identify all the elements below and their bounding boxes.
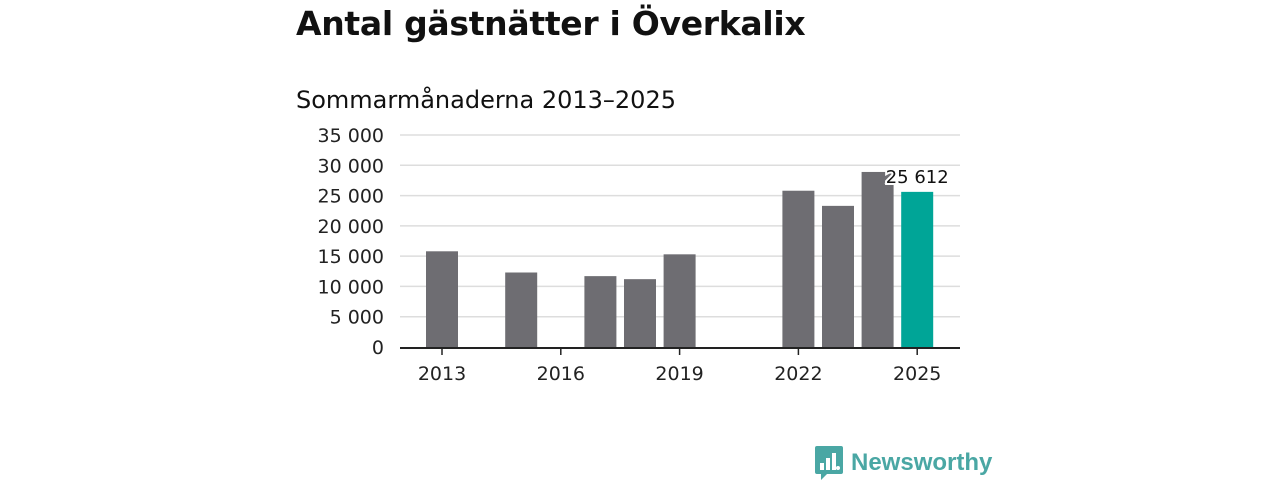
bar-2022 [782, 190, 815, 347]
x-tick-label: 2016 [537, 363, 585, 385]
y-tick-label: 10 000 [318, 276, 384, 298]
highlight-data-label: 25 612 [886, 167, 949, 188]
bar-2013 [426, 251, 458, 347]
bar-2018 [624, 279, 656, 347]
y-tick-label: 30 000 [318, 155, 384, 177]
brand-name: Newsworthy [851, 449, 993, 476]
x-tick-label: 2025 [893, 363, 941, 385]
x-tick-label: 2013 [418, 363, 466, 385]
y-tick-label: 35 000 [318, 125, 384, 147]
x-tick-label: 2022 [774, 363, 822, 385]
data-labels: 25 612 [884, 165, 951, 190]
y-tick-label: 5 000 [330, 307, 384, 329]
y-tick-label: 20 000 [318, 216, 384, 238]
y-tick-label: 0 [372, 337, 384, 359]
y-axis-tick-labels: 0 5 000 10 000 15 000 20 000 25 000 30 000 35 0… [318, 125, 384, 359]
newsworthy-brand: Newsworthy [815, 446, 992, 480]
y-tick-label: 15 000 [318, 246, 384, 268]
bars [426, 171, 934, 347]
chart-subtitle: Sommarmånaderna 2013–2025 [296, 86, 676, 114]
bar-2025 [901, 191, 934, 347]
bar-2017 [584, 276, 617, 347]
x-axis-ticks: 2013 2016 2019 2022 2025 [418, 348, 941, 385]
bar-2023 [822, 205, 854, 347]
newsworthy-logo-icon [815, 446, 843, 480]
x-tick-label: 2019 [655, 363, 703, 385]
chart-title: Antal gästnätter i Överkalix [296, 4, 806, 43]
bar-2015 [505, 272, 538, 347]
y-tick-label: 25 000 [318, 186, 384, 208]
bar-2019 [663, 254, 696, 347]
bar-2024 [861, 171, 894, 347]
